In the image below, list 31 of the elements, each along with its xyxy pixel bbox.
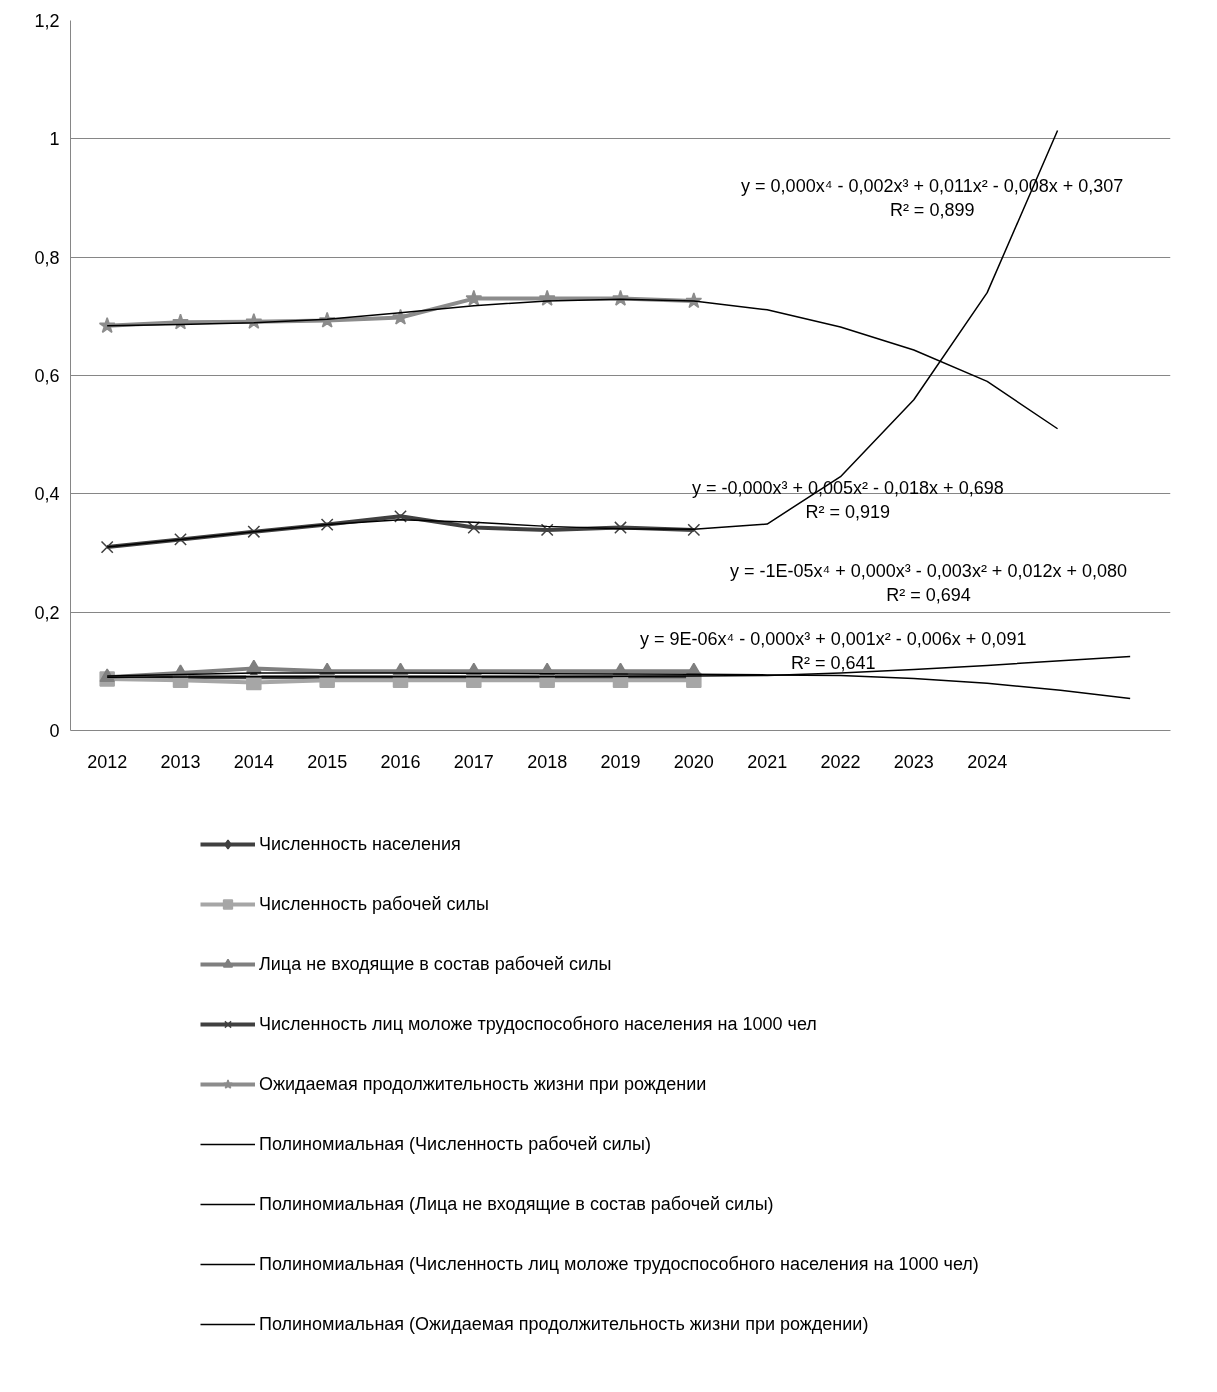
legend-label: Полиномиальная (Численность лиц моложе трудоспособного населения на 1000 чел) (259, 1253, 979, 1275)
x-tick-label: 2019 (600, 751, 641, 772)
legend-label: Лица не входящие в состав рабочей силы (259, 953, 612, 975)
y-tick-label: 0,8 (34, 247, 60, 268)
x-tick-label: 2022 (820, 751, 861, 772)
x-tick-label: 2013 (160, 751, 201, 772)
y-tick-label: 0,4 (34, 484, 60, 505)
legend-label: Полиномиальная (Численность рабочей силы) (259, 1133, 652, 1155)
legend-label: Полиномиальная (Ожидаемая продолжительность жизни при рождении) (259, 1313, 869, 1335)
x-tick-label: 2024 (967, 751, 1008, 772)
y-tick-label: 1,2 (34, 11, 60, 31)
x-tick-label: 2016 (380, 751, 421, 772)
y-tick-label: 1 (49, 129, 60, 150)
x-tick-label: 2014 (233, 751, 274, 772)
x-tick-label: 2015 (307, 751, 348, 772)
legend-label: Численность населения (259, 833, 461, 855)
annotation: y = 9E-06x⁴ - 0,000x³ + 0,001x² - 0,006x + 0,091 R² = 0,641 (639, 628, 1027, 673)
x-tick-label: 2021 (747, 751, 788, 772)
y-tick-label: 0,2 (34, 602, 60, 623)
x-tick-label: 2012 (87, 751, 128, 772)
annotation: y = -1E-05x⁴ + 0,000x³ - 0,003x² + 0,012x + 0,080 R² = 0,694 (730, 560, 1127, 605)
x-tick-label: 2018 (527, 751, 568, 772)
x-tick-label: 2020 (673, 751, 714, 772)
y-tick-label: 0 (49, 721, 60, 741)
legend-label: Ожидаемая продолжительность жизни при рождении (259, 1073, 707, 1095)
x-tick-label: 2023 (893, 751, 934, 772)
y-tick-label: 0,6 (34, 366, 60, 386)
legend-label: Численность лиц моложе трудоспособного населения на 1000 чел (259, 1013, 817, 1035)
legend-label: Полиномиальная (Лица не входящие в состав рабочей силы) (259, 1193, 774, 1215)
x-tick-label: 2017 (453, 751, 494, 772)
legend-label: Численность рабочей силы (259, 893, 489, 915)
